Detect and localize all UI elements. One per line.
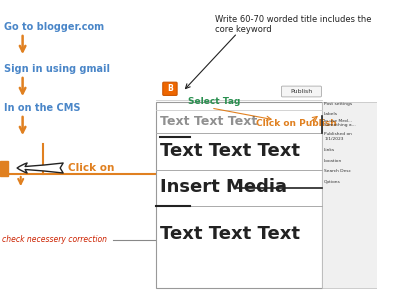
Text: Insert Media: Insert Media (160, 178, 287, 196)
Text: Click on: Click on (68, 163, 114, 173)
FancyBboxPatch shape (0, 161, 8, 176)
Text: Write 60-70 worded title includes the
core keyword: Write 60-70 worded title includes the co… (215, 15, 371, 34)
FancyBboxPatch shape (322, 102, 377, 288)
FancyBboxPatch shape (163, 82, 177, 95)
Text: Text Text Text: Text Text Text (160, 142, 300, 160)
Text: Options: Options (324, 179, 341, 184)
Text: In on the CMS: In on the CMS (4, 103, 80, 113)
FancyBboxPatch shape (282, 86, 322, 97)
Text: Publish: Publish (290, 89, 312, 94)
Text: check necessery correction: check necessery correction (2, 236, 107, 244)
Text: Post settings: Post settings (324, 101, 352, 106)
Text: Labels: Labels (324, 112, 338, 116)
FancyBboxPatch shape (156, 102, 322, 288)
Text: Go to blogger.com: Go to blogger.com (4, 22, 104, 32)
Text: Search Desc: Search Desc (324, 169, 351, 173)
Text: In use Med...
Something a...: In use Med... Something a... (324, 119, 356, 127)
Text: Links: Links (324, 148, 335, 152)
Text: Sign in using gmail: Sign in using gmail (4, 64, 110, 74)
Text: Select Tag: Select Tag (188, 98, 241, 106)
Text: Text Text Text: Text Text Text (160, 115, 257, 128)
Text: Text Text Text: Text Text Text (160, 225, 300, 243)
Text: B: B (167, 84, 173, 93)
Text: Published on
1/1/2023: Published on 1/1/2023 (324, 132, 352, 141)
Text: Click on Publish: Click on Publish (256, 118, 337, 127)
Text: Location: Location (324, 158, 342, 163)
